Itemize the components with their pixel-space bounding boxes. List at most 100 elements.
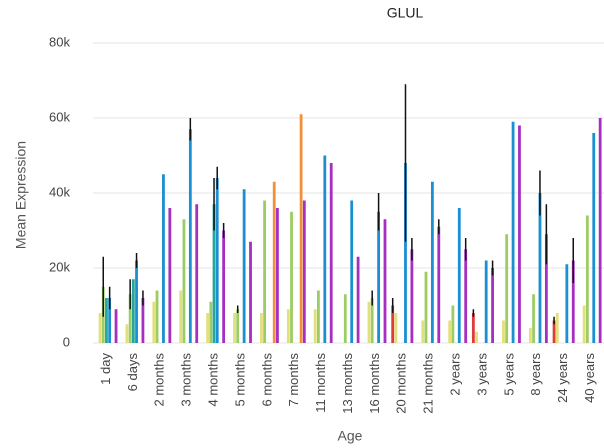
bar [544, 234, 548, 343]
bar [457, 208, 461, 343]
bar [471, 313, 475, 343]
bar [236, 309, 240, 343]
bar [302, 200, 306, 343]
bar [356, 256, 360, 343]
bar [212, 204, 216, 343]
bar [313, 309, 317, 343]
x-axis-label: Age [338, 428, 363, 444]
x-tick-label: 3 months [179, 353, 194, 407]
bar [317, 290, 320, 343]
bar [538, 193, 542, 343]
bar [367, 301, 371, 343]
bar [592, 133, 596, 343]
bar [152, 301, 156, 343]
bar [276, 208, 279, 343]
x-tick-label: 20 months [394, 353, 409, 414]
bar [286, 309, 290, 343]
bar [484, 260, 488, 343]
bar [491, 268, 494, 343]
bar [394, 313, 398, 343]
chart-title: GLUL [387, 5, 424, 21]
bar [518, 125, 521, 343]
bar [370, 298, 374, 343]
bar [168, 208, 172, 343]
x-tick-label: 2 months [152, 353, 167, 407]
bar [242, 189, 246, 343]
bar [290, 211, 293, 343]
bar [343, 294, 347, 343]
x-tick-label: 7 months [286, 353, 301, 407]
y-tick-label: 60k [49, 109, 70, 124]
bar [209, 301, 213, 343]
bar [182, 219, 186, 343]
bar [125, 324, 129, 343]
x-tick-label: 40 years [582, 353, 597, 403]
x-tick-label: 11 months [313, 353, 328, 413]
bar [424, 271, 428, 343]
bar [188, 129, 192, 343]
bar [571, 260, 575, 343]
bar [475, 331, 478, 343]
x-tick-label: 2 years [448, 353, 463, 396]
x-tick-label: 3 years [474, 353, 489, 396]
x-tick-label: 4 months [205, 353, 220, 407]
bar [421, 320, 425, 343]
y-tick-label: 40k [49, 184, 70, 199]
bar [135, 260, 138, 343]
bar [215, 178, 219, 343]
bar [195, 204, 199, 343]
bar [502, 320, 505, 343]
bar [585, 215, 589, 343]
bar [323, 155, 327, 343]
bar [141, 298, 145, 343]
bar [582, 305, 586, 343]
bar [410, 249, 414, 343]
bar [437, 226, 441, 343]
x-tick-label: 6 days [125, 353, 140, 392]
bar [155, 290, 159, 343]
bar [383, 219, 387, 343]
bar [448, 320, 452, 343]
y-tick-label: 20k [49, 259, 70, 274]
x-tick-label: 1 day [98, 353, 113, 385]
y-axis-label: Mean Expression [13, 141, 29, 249]
bar [263, 200, 267, 343]
bar [105, 298, 108, 343]
x-tick-label: 8 years [528, 353, 543, 396]
bar [299, 114, 303, 343]
bar [98, 313, 102, 343]
bar [555, 313, 559, 343]
bar [222, 230, 226, 343]
bar [505, 234, 509, 343]
y-tick-label: 80k [49, 34, 70, 49]
bar [511, 121, 515, 343]
bar [272, 181, 276, 343]
bar [179, 290, 183, 343]
bar [532, 294, 535, 343]
bar [430, 181, 434, 343]
bar [233, 313, 236, 343]
bar [131, 279, 135, 343]
x-tick-label: 16 months [367, 353, 382, 414]
bar [128, 294, 132, 343]
x-tick-label: 5 years [501, 353, 516, 396]
bar [377, 211, 380, 343]
bar [552, 320, 556, 343]
bar [391, 305, 395, 343]
bar [249, 241, 252, 343]
bar [404, 163, 407, 343]
bar [206, 313, 210, 343]
bar [528, 328, 532, 343]
x-tick-label: 24 years [555, 353, 570, 403]
bar [598, 118, 602, 343]
bar [350, 200, 354, 343]
bar [108, 298, 112, 343]
bar [565, 264, 569, 343]
x-tick-label: 13 months [340, 353, 355, 414]
bar [451, 305, 455, 343]
bar [260, 313, 263, 343]
y-tick-label: 0 [63, 334, 70, 349]
x-tick-label: 5 months [232, 353, 247, 407]
x-tick-label: 21 months [421, 353, 436, 414]
